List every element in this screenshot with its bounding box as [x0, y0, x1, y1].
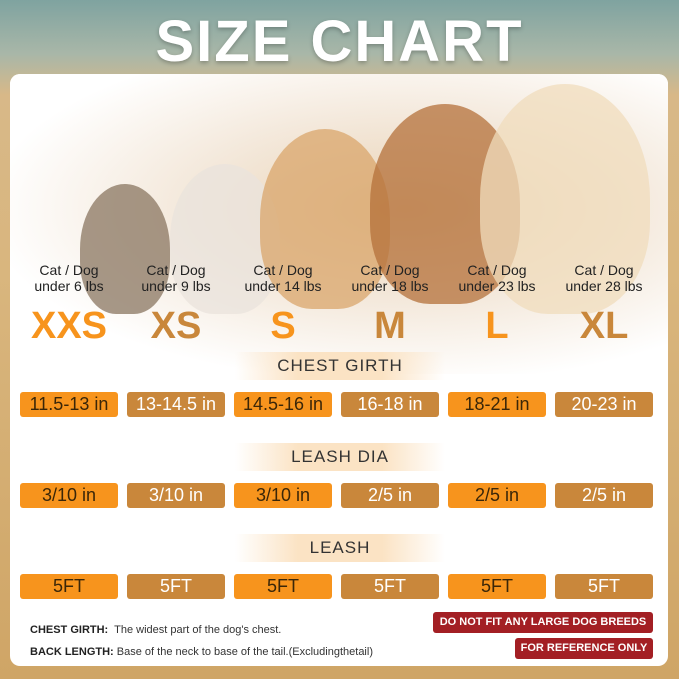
chest-girth-cell: 18-21 in [448, 392, 546, 417]
chest-girth-cell: 14.5-16 in [234, 392, 332, 417]
weight-label: Cat / Dog under 18 lbs [351, 262, 429, 294]
leash-dia-header: LEASH DIA [235, 443, 445, 471]
leash-dia-cell: 2/5 in [555, 483, 653, 508]
reference-only-badge: FOR REFERENCE ONLY [515, 638, 653, 659]
leash-dia-cell: 2/5 in [448, 483, 546, 508]
chest-girth-note: CHEST GIRTH: The widest part of the dog'… [30, 624, 282, 636]
size-label: M [374, 305, 406, 347]
size-label: S [270, 305, 296, 347]
size-label: XL [579, 305, 629, 347]
leash-length-cell: 5FT [341, 574, 439, 599]
back-length-note: BACK LENGTH: Base of the neck to base of… [30, 646, 373, 658]
weight-label: Cat / Dog under 9 lbs [141, 262, 211, 294]
leash-dia-cell: 3/10 in [20, 483, 118, 508]
leash-length-cell: 5FT [234, 574, 332, 599]
chest-girth-cell: 11.5-13 in [20, 392, 118, 417]
page-title: SIZE CHART [155, 9, 524, 74]
chest-girth-cell: 16-18 in [341, 392, 439, 417]
leash-length-cell: 5FT [20, 574, 118, 599]
size-label: XS [150, 305, 202, 347]
weight-label: Cat / Dog under 14 lbs [244, 262, 322, 294]
leash-length-cell: 5FT [448, 574, 546, 599]
leash-header: LEASH [235, 534, 445, 562]
size-label: L [485, 305, 509, 347]
size-chart-card: Cat / Dog under 6 lbs XXS 11.5-13 in 3/10… [10, 74, 668, 666]
leash-dia-cell: 2/5 in [341, 483, 439, 508]
leash-length-cell: 5FT [555, 574, 653, 599]
chest-girth-cell: 13-14.5 in [127, 392, 225, 417]
large-breed-warning-badge: DO NOT FIT ANY LARGE DOG BREEDS [433, 612, 653, 633]
leash-length-cell: 5FT [127, 574, 225, 599]
weight-label: Cat / Dog under 28 lbs [565, 262, 643, 294]
dogs-photo [10, 74, 668, 374]
size-label: XXS [30, 305, 108, 347]
leash-dia-cell: 3/10 in [127, 483, 225, 508]
leash-dia-cell: 3/10 in [234, 483, 332, 508]
chest-girth-header: CHEST GIRTH [235, 352, 445, 380]
weight-label: Cat / Dog under 23 lbs [458, 262, 536, 294]
chest-girth-cell: 20-23 in [555, 392, 653, 417]
weight-label: Cat / Dog under 6 lbs [34, 262, 104, 294]
